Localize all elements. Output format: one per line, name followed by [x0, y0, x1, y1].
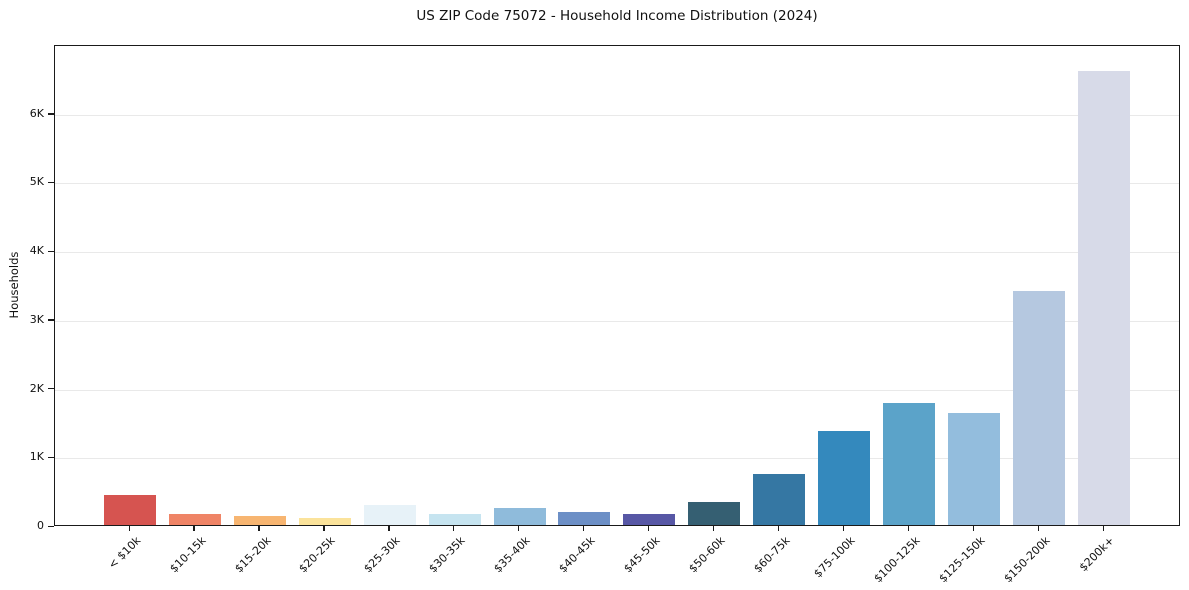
x-tick-label: $150-200k [1001, 534, 1053, 586]
x-tick-label: $125-150k [936, 534, 988, 586]
x-tick-mark [388, 526, 390, 531]
y-tick-mark [48, 388, 54, 390]
bar-$100-125k [883, 402, 936, 525]
x-tick-mark [712, 526, 715, 531]
bar-$40-45k [558, 512, 611, 525]
x-tick-label: $50-60k [686, 534, 728, 576]
bar-$75-100k [818, 431, 871, 525]
y-tick-mark [48, 319, 54, 321]
y-tick-label: 3K [29, 312, 44, 326]
x-tick-mark [323, 526, 325, 531]
y-tick-mark [48, 456, 54, 459]
x-tick-label: $30-35k [426, 534, 468, 576]
x-tick-label: $200k+ [1077, 534, 1118, 575]
x-tick-mark [842, 526, 845, 531]
x-tick-label: $60-75k [751, 534, 793, 576]
gridline [55, 183, 1179, 185]
x-tick-label: $100-125k [871, 534, 923, 586]
x-tick-label: $20-25k [296, 534, 339, 576]
bar-$20-25k [298, 518, 351, 525]
x-tick-mark [453, 526, 455, 531]
x-tick-label: $45-50k [621, 534, 663, 576]
bar-$150-200k [1012, 290, 1065, 525]
x-tick-mark [193, 526, 195, 531]
x-tick-mark [518, 526, 520, 531]
bar-$10-15k [168, 514, 221, 525]
bar-$45-50k [623, 513, 676, 525]
y-tick-label: 4K [29, 244, 44, 258]
bar-$35-40k [493, 507, 546, 525]
gridline [55, 389, 1179, 391]
y-tick-mark [48, 250, 54, 252]
gridline [55, 320, 1179, 322]
y-tick-label: 5K [29, 175, 44, 189]
gridline [55, 458, 1179, 460]
x-tick-label: $75-100k [811, 534, 858, 581]
x-tick-mark [128, 526, 130, 531]
y-tick-mark [48, 113, 54, 115]
x-tick-label: $10-15k [166, 534, 209, 576]
y-tick-label: 1K [29, 450, 44, 464]
gridline [55, 114, 1179, 116]
bar-$60-75k [753, 473, 806, 525]
plot-area [54, 45, 1180, 526]
gridline [55, 252, 1179, 254]
bar-$200k+ [1077, 70, 1130, 525]
y-tick-label: 0 [37, 519, 44, 532]
x-tick-label: $15-20k [231, 534, 274, 576]
x-tick-mark [258, 526, 260, 531]
chart-title: US ZIP Code 75072 - Household Income Dis… [416, 8, 818, 24]
bar-$15-20k [233, 515, 286, 525]
bar-$50-60k [688, 501, 741, 525]
x-tick-mark [1037, 526, 1039, 531]
x-tick-label: $35-40k [491, 534, 533, 576]
x-tick-label: < $10k [105, 534, 144, 572]
x-tick-mark [972, 526, 974, 531]
x-tick-label: $25-30k [361, 534, 403, 576]
bar-< $10k [104, 495, 156, 525]
x-tick-mark [647, 526, 650, 531]
bar-$25-30k [363, 505, 416, 525]
x-tick-label: $40-45k [556, 534, 598, 576]
bar-$30-35k [428, 513, 481, 525]
y-tick-mark [48, 181, 54, 184]
y-tick-label: 2K [29, 381, 44, 395]
x-tick-mark [907, 526, 909, 531]
x-tick-mark [777, 526, 780, 531]
x-tick-mark [1102, 526, 1104, 531]
x-tick-mark [583, 526, 585, 531]
bar-$125-150k [947, 413, 1000, 525]
y-tick-mark [48, 525, 54, 527]
bar-series [104, 46, 1130, 525]
y-tick-label: 6K [29, 106, 44, 120]
